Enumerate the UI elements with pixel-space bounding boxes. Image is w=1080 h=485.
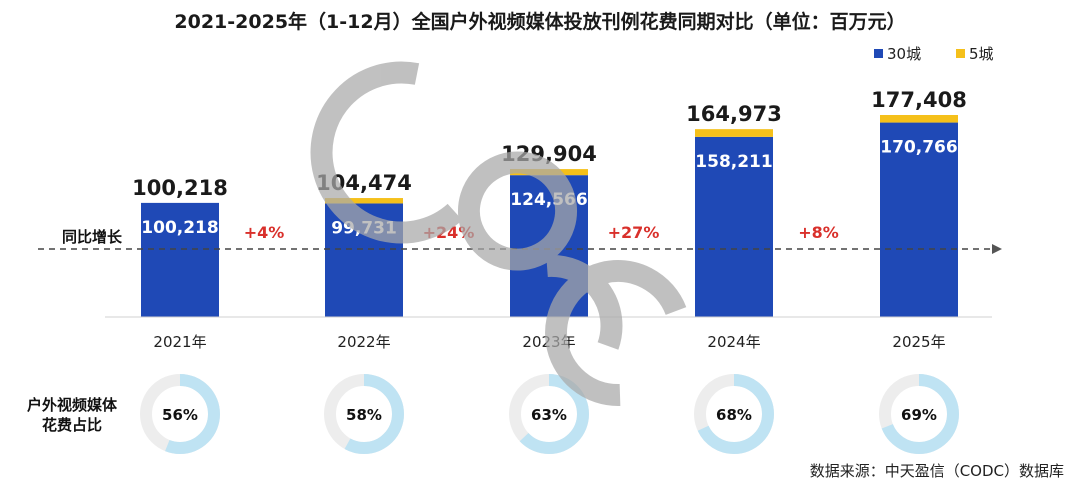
x-tick-label: 2021年 (153, 333, 206, 351)
share-percent-label: 58% (346, 406, 382, 424)
growth-label: +8% (798, 223, 839, 242)
bar-value-label: 158,211 (695, 152, 772, 172)
x-tick-label: 2024年 (707, 333, 760, 351)
legend-label-5: 5城 (969, 45, 994, 63)
donut-share-arc (324, 374, 404, 454)
watermark-logo (310, 61, 687, 407)
donut-share-arc (509, 374, 589, 454)
bar-value-label: 100,218 (141, 218, 218, 238)
x-tick-label: 2022年 (337, 333, 390, 351)
growth-label: +4% (244, 223, 285, 242)
bar-5-4 (695, 129, 773, 137)
bar-30-4 (695, 136, 773, 317)
donut-share-arc (879, 374, 959, 454)
growth-arrow-icon (992, 244, 1002, 254)
share-percent-label: 56% (162, 406, 198, 424)
share-percent-label: 63% (531, 406, 567, 424)
total-label: 100,218 (132, 176, 228, 200)
legend-swatch-5 (956, 49, 965, 58)
share-percent-label: 68% (716, 406, 752, 424)
donut-share-arc (140, 374, 220, 454)
bar-5-5 (880, 115, 958, 123)
legend: 30城 5城 (874, 45, 994, 63)
donuts-layer: 56% 58% 63% 68% 69% (140, 374, 959, 454)
share-label-line2: 花费占比 (42, 416, 102, 434)
total-label: 164,973 (686, 102, 782, 126)
growth-label: +27% (608, 223, 660, 242)
donut-share-arc (694, 374, 774, 454)
bar-30-1 (141, 202, 219, 317)
share-percent-label: 69% (901, 406, 937, 424)
legend-swatch-30 (874, 49, 883, 58)
growth-axis-label: 同比增长 (62, 228, 123, 246)
total-label: 177,408 (871, 88, 967, 112)
share-label-line1: 户外视频媒体 (27, 396, 118, 414)
source-note: 数据来源：中天盈信（CODC）数据库 (810, 462, 1064, 480)
bar-value-label: 170,766 (880, 138, 957, 158)
x-tick-label: 2025年 (892, 333, 945, 351)
bar-30-5 (880, 122, 958, 317)
bar-5-2 (325, 198, 403, 204)
legend-label-30: 30城 (887, 45, 921, 63)
chart-title: 2021-2025年（1-12月）全国户外视频媒体投放刊例花费同期对比（单位：百… (174, 10, 905, 33)
